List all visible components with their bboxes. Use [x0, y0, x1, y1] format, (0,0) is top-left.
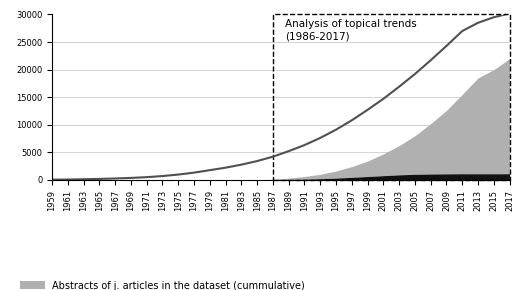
- Legend: Abstracts of j. articles in the dataset (cummulative), abstracts in book series : Abstracts of j. articles in the dataset …: [20, 280, 305, 290]
- Text: Analysis of topical trends
(1986-2017): Analysis of topical trends (1986-2017): [285, 19, 417, 41]
